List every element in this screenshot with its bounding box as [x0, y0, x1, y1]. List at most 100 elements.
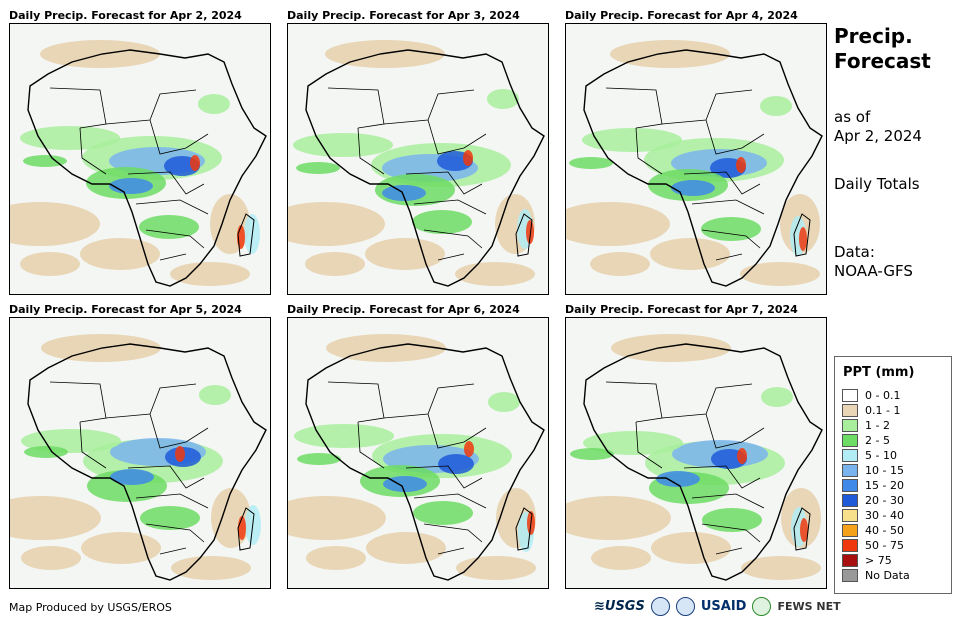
country-border — [437, 547, 465, 555]
usgs-logo: ≋USGS — [594, 599, 645, 614]
madagascar-outline — [793, 213, 811, 257]
country-border — [413, 493, 487, 509]
legend-swatch — [842, 419, 858, 432]
legend-item: 5 - 10 — [842, 448, 897, 463]
panel-title: Daily Precip. Forecast for Apr 2, 2024 — [9, 9, 242, 22]
panel-title: Daily Precip. Forecast for Apr 7, 2024 — [565, 303, 798, 316]
country-border — [715, 253, 743, 261]
precip-area — [109, 178, 153, 194]
dry-area — [10, 202, 100, 246]
dry-area — [211, 488, 251, 548]
legend-label: No Data — [865, 569, 910, 582]
precip-area — [464, 441, 474, 457]
precip-area — [761, 387, 793, 407]
dry-area — [210, 194, 250, 254]
legend-item: 40 - 50 — [842, 523, 904, 538]
legend-label: 50 - 75 — [865, 539, 904, 552]
africa-map — [566, 334, 823, 581]
country-border — [427, 119, 487, 155]
legend-swatch — [842, 404, 858, 417]
coastline — [583, 49, 823, 287]
precip-area — [294, 424, 394, 448]
dry-area — [741, 556, 821, 580]
dry-area — [80, 238, 160, 270]
country-border — [423, 523, 483, 543]
precip-area — [582, 128, 682, 152]
precip-area — [139, 215, 199, 239]
precip-legend: PPT (mm) 0 - 0.1 0.1 - 1 1 - 2 2 - 5 5 - 10 1… — [834, 356, 952, 594]
legend-swatch — [842, 434, 858, 447]
precip-map — [565, 317, 827, 589]
country-border — [127, 171, 205, 195]
legend-label: 1 - 2 — [865, 419, 890, 432]
country-border — [683, 465, 761, 489]
precip-area — [526, 220, 534, 244]
country-border — [327, 87, 385, 129]
country-border — [701, 229, 761, 249]
legend-label: 2 - 5 — [865, 434, 890, 447]
precip-area — [800, 518, 808, 542]
precip-map — [9, 23, 271, 295]
precip-area — [199, 385, 231, 405]
legend-item: 0.1 - 1 — [842, 403, 900, 418]
legend-swatch — [842, 494, 858, 507]
country-border — [79, 127, 107, 175]
usaid-logo: USAID — [700, 599, 747, 614]
legend-swatch — [842, 524, 858, 537]
panel-title: Daily Precip. Forecast for Apr 6, 2024 — [287, 303, 520, 316]
dry-area — [326, 334, 446, 362]
data-source-label: Data: — [834, 243, 875, 261]
coastline — [583, 343, 823, 581]
country-border — [605, 87, 663, 129]
precip-area — [24, 446, 68, 458]
daily-totals-label: Daily Totals — [834, 175, 920, 193]
legend-label: 30 - 40 — [865, 509, 904, 522]
country-border — [49, 381, 107, 423]
legend-item: No Data — [842, 568, 910, 583]
legend-item: 15 - 20 — [842, 478, 904, 493]
precip-area — [297, 453, 341, 465]
coastline — [305, 343, 545, 581]
country-border — [149, 119, 209, 155]
madagascar-outline — [237, 213, 255, 257]
precip-area — [190, 155, 200, 171]
africa-map — [288, 334, 545, 581]
country-border — [635, 421, 663, 469]
country-border — [705, 119, 765, 155]
dry-area — [366, 532, 446, 564]
precip-area — [198, 94, 230, 114]
country-border — [701, 523, 761, 543]
country-border — [105, 383, 197, 419]
dry-area — [455, 262, 535, 286]
precip-area — [293, 133, 393, 157]
madagascar-outline — [237, 507, 255, 551]
as-of-date: as of Apr 2, 2024 — [834, 108, 922, 146]
dry-area — [288, 202, 385, 246]
country-border — [145, 523, 205, 543]
africa-map — [566, 40, 823, 287]
dry-area — [305, 252, 365, 276]
madagascar-outline — [793, 507, 811, 551]
precip-area — [701, 217, 761, 241]
as-of-label: as of — [834, 108, 871, 126]
dry-area — [740, 262, 820, 286]
data-source: Data: NOAA-GFS — [834, 243, 913, 281]
fews-net-logo: FEWS NET — [777, 600, 841, 613]
as-of-value: Apr 2, 2024 — [834, 127, 922, 145]
country-border — [357, 127, 385, 175]
precip-area — [296, 162, 340, 174]
country-border — [413, 199, 487, 215]
country-border — [159, 547, 187, 555]
country-border — [423, 229, 483, 249]
legend-label: 10 - 15 — [865, 464, 904, 477]
africa-map — [10, 40, 267, 287]
precip-area — [110, 469, 154, 485]
country-border — [691, 199, 765, 215]
legend-swatch — [842, 464, 858, 477]
dry-area — [325, 40, 445, 68]
precip-map — [565, 23, 827, 295]
precip-area — [760, 96, 792, 116]
precip-area — [438, 454, 474, 474]
map-credit: Map Produced by USGS/EROS — [9, 601, 172, 614]
legend-item: 2 - 5 — [842, 433, 890, 448]
